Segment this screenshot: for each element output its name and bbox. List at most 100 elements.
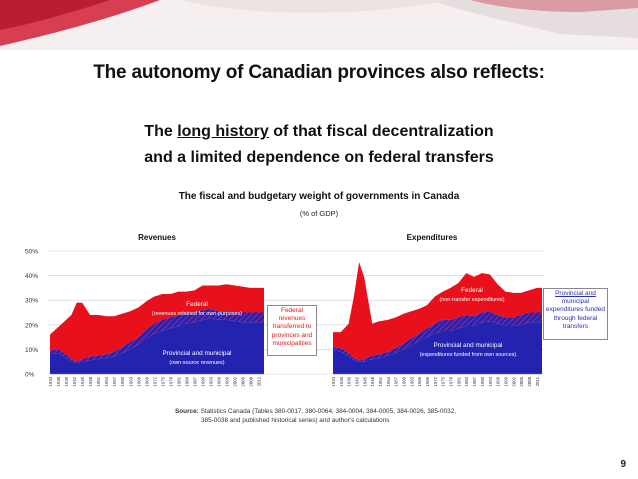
panel-title: Expenditures: [407, 233, 458, 242]
x-tick-label: 2008: [249, 376, 254, 386]
source-label: Source:: [175, 408, 199, 415]
x-tick-label: 1939: [347, 376, 352, 386]
x-tick-label: 1951: [378, 376, 383, 386]
x-tick-label: 1990: [480, 376, 485, 386]
x-tick-label: 1999: [503, 376, 508, 386]
x-tick-label: 1981: [176, 376, 181, 386]
x-tick-label: 1987: [192, 376, 197, 386]
callout-federal-line: provinces and: [271, 331, 313, 339]
x-tick-label: 1990: [200, 376, 205, 386]
x-tick-label: 1966: [417, 376, 422, 386]
x-tick-label: 1975: [441, 376, 446, 386]
x-tick-label: 1963: [409, 376, 414, 386]
x-tick-label: 1957: [112, 376, 117, 386]
callout-federal-line: revenues: [278, 315, 306, 323]
x-tick-label: 1933: [48, 376, 53, 386]
callout-federal-line: Federal: [280, 307, 304, 314]
flag-banner: [0, 0, 638, 50]
y-tick-label: 0%: [25, 372, 35, 379]
callout-federal-line: municipalities: [272, 339, 312, 347]
subtitle-line-2: and a limited dependence on federal tran…: [144, 149, 494, 166]
callout-provincial-line: through federal: [553, 314, 598, 322]
x-tick-label: 1936: [56, 376, 61, 386]
x-tick-label: 1951: [96, 376, 101, 386]
subtitle-line-1-before: The: [144, 123, 178, 140]
x-tick-label: 1954: [386, 376, 391, 386]
subtitle-line-1-after: of that fiscal decentralization: [268, 123, 494, 140]
series-sublabel: (non-transfer expenditures): [439, 297, 504, 303]
series-provincial-area: [333, 321, 542, 374]
x-tick-label: 1978: [168, 376, 173, 386]
x-tick-label: 1966: [136, 376, 141, 386]
x-tick-label: 2011: [535, 376, 540, 386]
subtitle-line-1: The long history of that fiscal decentra…: [0, 123, 638, 141]
fiscal-weight-chart: 0%10%20%30%40%50%1933 1936 1939 1942 1945 194…: [25, 233, 545, 387]
x-tick-label: 1984: [184, 376, 189, 386]
x-tick-label: 1954: [104, 376, 109, 386]
y-tick-label: 20%: [25, 322, 38, 329]
x-tick-label: 1960: [120, 376, 125, 386]
series-sublabel: (revenues retained for own-purposes): [152, 311, 242, 317]
x-tick-label: 1969: [144, 376, 149, 386]
x-tick-label: 1996: [217, 376, 222, 386]
x-tick-label: 2011: [257, 376, 262, 386]
x-tick-label: 1993: [209, 376, 214, 386]
y-tick-label: 10%: [25, 347, 38, 354]
chart-title: The fiscal and budgetary weight of gover…: [178, 191, 460, 202]
x-tick-label: 1987: [472, 376, 477, 386]
callout-provincial-line: municipal: [561, 298, 590, 306]
page-number: 9: [620, 459, 626, 470]
x-tick-label: 1981: [456, 376, 461, 386]
source-note: Source: Statistics Canada (Tables 380-00…: [175, 407, 535, 425]
x-tick-label: 1993: [488, 376, 493, 386]
x-tick-label: 1996: [496, 376, 501, 386]
y-tick-label: 50%: [25, 249, 38, 256]
x-tick-label: 1960: [402, 376, 407, 386]
x-tick-label: 2005: [519, 376, 524, 386]
x-tick-label: 2008: [527, 376, 532, 386]
x-tick-label: 2002: [233, 376, 238, 386]
chart-unit: (% of GDP): [299, 209, 339, 218]
x-tick-label: 1963: [128, 376, 133, 386]
x-tick-label: 2002: [511, 376, 516, 386]
callout-federal-transfers: Federal revenues transferred to province…: [267, 305, 317, 356]
series-sublabel: (expenditures funded from own sources): [420, 352, 517, 358]
callout-provincial-line: transfers: [562, 322, 589, 330]
series-transfer-area: [50, 308, 264, 363]
x-tick-label: 1972: [433, 376, 438, 386]
x-tick-label: 2005: [241, 376, 246, 386]
series-sublabel: (own-source revenues): [169, 360, 224, 366]
x-tick-label: 1945: [362, 376, 367, 386]
callout-provincial-line: Provincial and: [555, 290, 596, 297]
x-tick-label: 1933: [331, 376, 336, 386]
x-tick-label: 1945: [80, 376, 85, 386]
x-tick-label: 1984: [464, 376, 469, 386]
source-line-1: Statistics Canada (Tables 380-0017, 380-…: [200, 408, 457, 415]
x-tick-label: 1975: [160, 376, 165, 386]
panel-title: Revenues: [138, 233, 176, 242]
x-tick-label: 1969: [425, 376, 430, 386]
x-tick-label: 1942: [72, 376, 77, 386]
callout-federal-line: transferred to: [272, 323, 312, 331]
series-label: Federal: [186, 301, 208, 308]
x-tick-label: 1972: [152, 376, 157, 386]
x-tick-label: 1942: [355, 376, 360, 386]
x-tick-label: 1957: [394, 376, 399, 386]
series-label: Provincial and municipal: [163, 350, 232, 357]
callout-provincial-line: expenditures funded: [546, 306, 605, 314]
x-tick-label: 1936: [339, 376, 344, 386]
series-label: Federal: [461, 287, 483, 294]
series-label: Provincial and municipal: [434, 342, 503, 349]
series-provincial-area: [50, 318, 264, 374]
source-line-2: 385-0038 and published historical series…: [201, 417, 390, 424]
x-tick-label: 1978: [449, 376, 454, 386]
subtitle-underlined: long history: [177, 123, 269, 140]
slide-title: The autonomy of Canadian provinces also …: [93, 62, 545, 83]
y-tick-label: 40%: [25, 273, 38, 280]
series-federal-area: [333, 262, 542, 361]
x-tick-label: 1948: [370, 376, 375, 386]
callout-provincial-funded: Provincial and municipal expenditures fu…: [543, 288, 608, 340]
x-tick-label: 1948: [88, 376, 93, 386]
y-tick-label: 30%: [25, 298, 38, 305]
series-transfer-area: [333, 311, 542, 362]
